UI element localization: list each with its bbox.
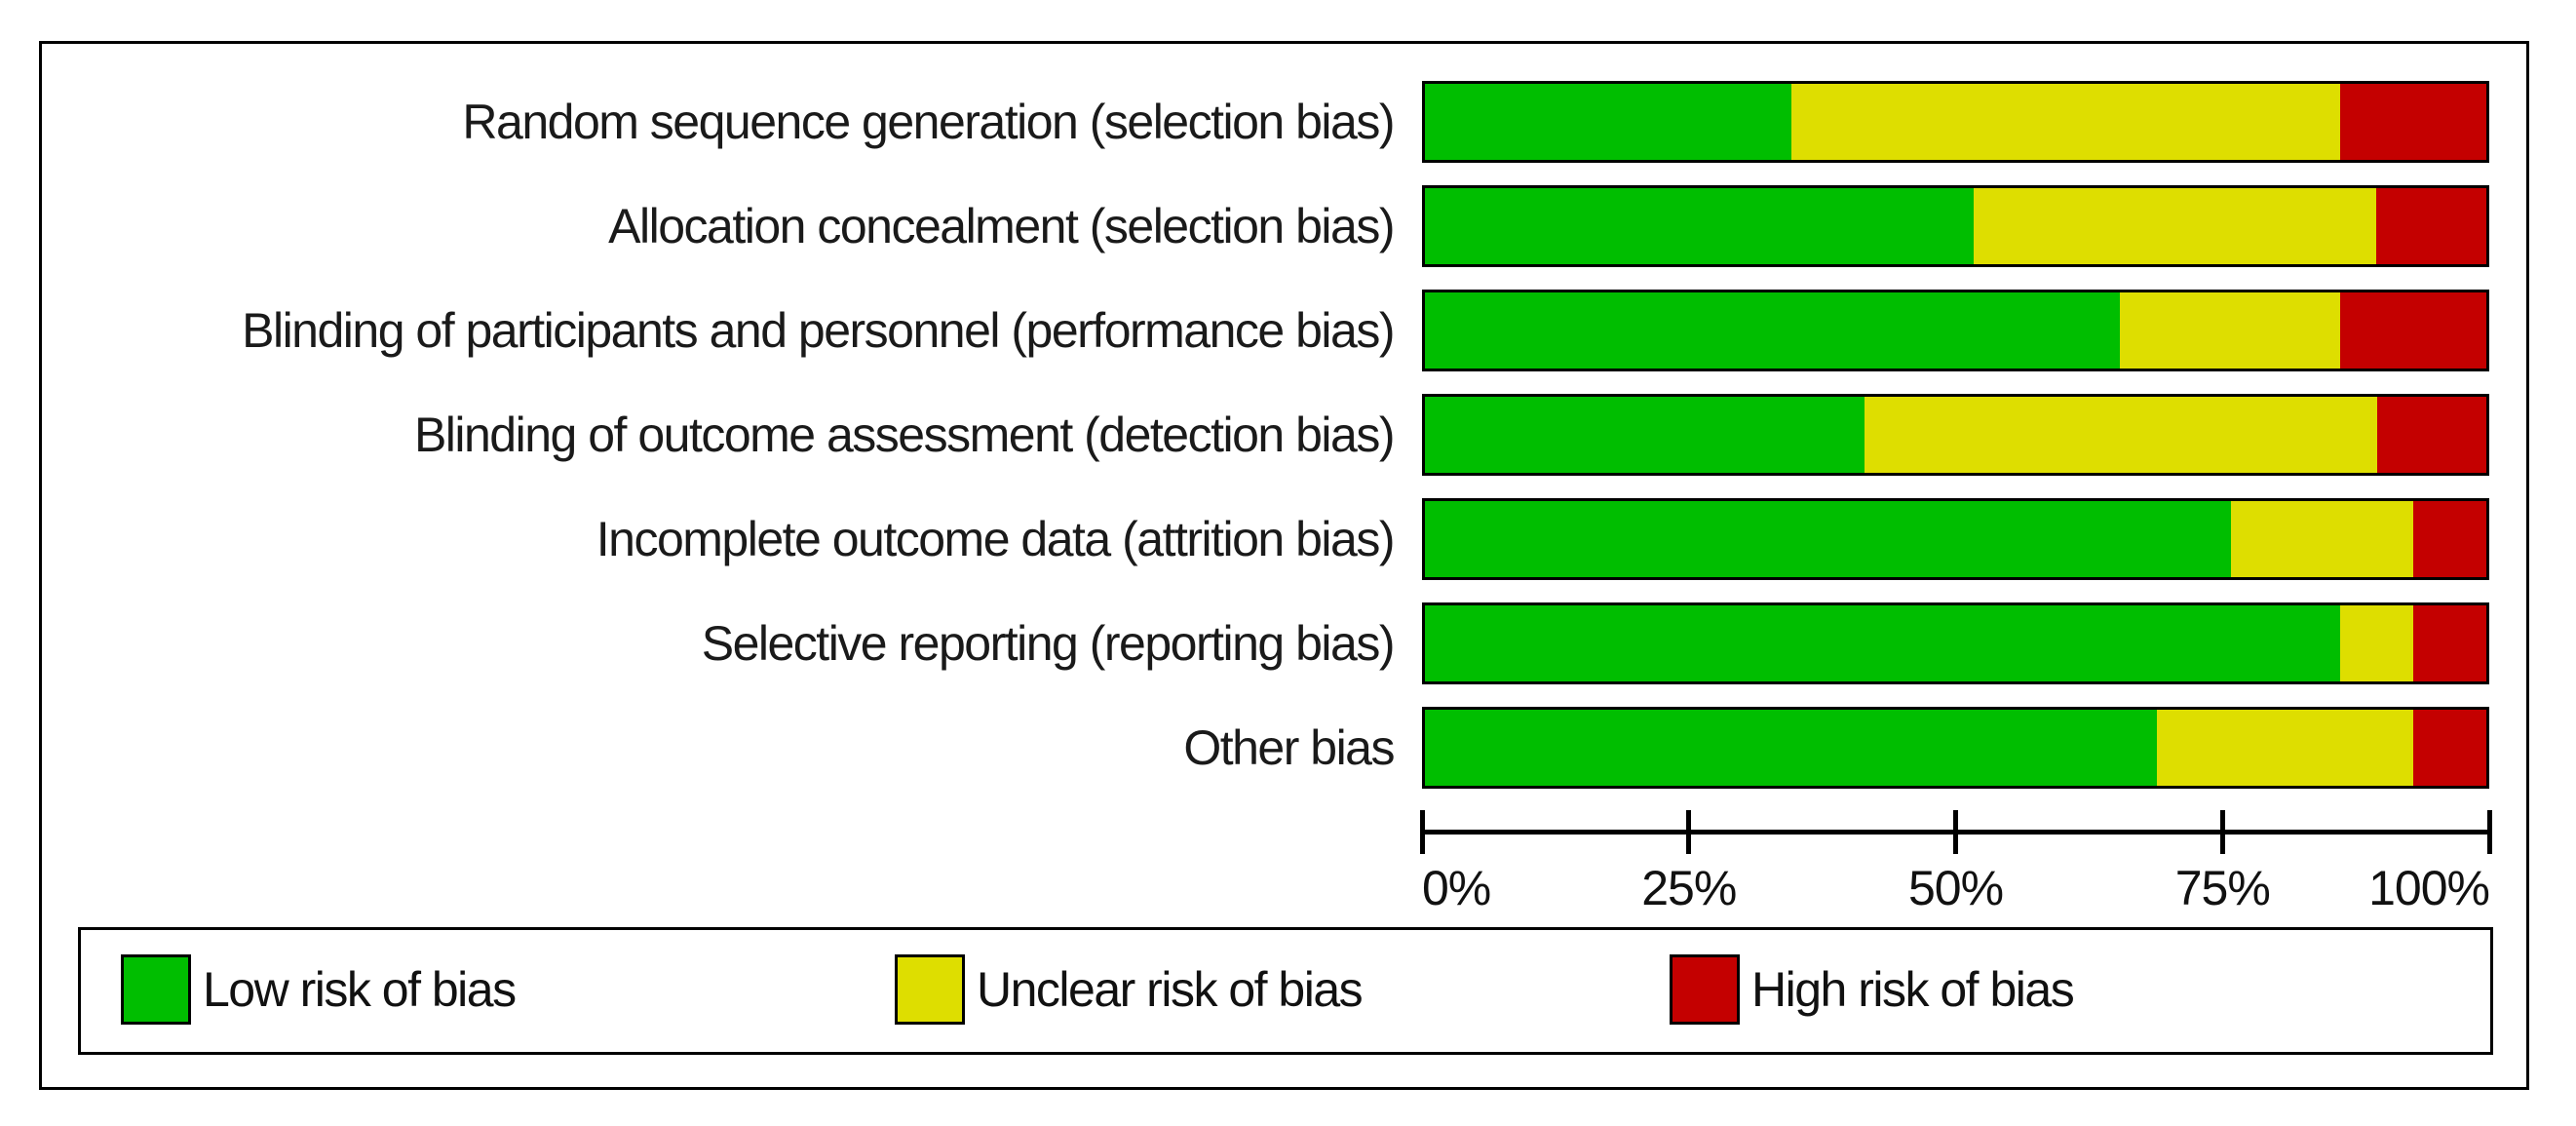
legend-label-low: Low risk of bias (203, 962, 517, 1017)
bar-segment-low (1425, 501, 2231, 577)
bar-segment-low (1425, 292, 2121, 369)
bar-segment-low (1425, 605, 2340, 681)
stacked-bar (1422, 394, 2489, 476)
bar-segment-unclear (2157, 710, 2413, 786)
stacked-bar (1422, 707, 2489, 789)
bar-segment-high (2412, 501, 2486, 577)
bar-segment-low (1425, 84, 1791, 160)
bar-segment-high (2375, 188, 2486, 264)
bar-segment-high (2339, 292, 2486, 369)
bar-segment-unclear (2120, 292, 2340, 369)
bar-segment-unclear (1974, 188, 2376, 264)
category-label: Blinding of participants and personnel (… (242, 303, 1395, 358)
bar-segment-low (1425, 188, 1974, 264)
bar-segment-high (2339, 84, 2486, 160)
x-axis-tick-label: 25% (1641, 861, 1737, 915)
bar-segment-high (2412, 710, 2486, 786)
x-axis-tick (2486, 810, 2492, 854)
x-axis-tick-label: 0% (1422, 861, 1491, 915)
legend-swatch-low (121, 954, 191, 1025)
x-axis-tick-label: 50% (1907, 861, 2004, 915)
bar-segment-low (1425, 710, 2158, 786)
stacked-bar (1422, 290, 2489, 371)
bar-segment-low (1425, 397, 1865, 473)
category-label: Allocation concealment (selection bias) (608, 199, 1395, 253)
x-axis-tick (1953, 810, 1958, 854)
bar-segment-high (2376, 397, 2486, 473)
category-label: Selective reporting (reporting bias) (701, 616, 1396, 671)
x-axis-tick (1686, 810, 1692, 854)
legend-label-high: High risk of bias (1751, 962, 2075, 1017)
legend-label-unclear: Unclear risk of bias (977, 962, 1364, 1017)
bar-segment-unclear (1790, 84, 2340, 160)
bar-segment-unclear (2230, 501, 2413, 577)
category-label: Incomplete outcome data (attrition bias) (596, 512, 1396, 566)
bar-segment-high (2412, 605, 2486, 681)
x-axis-tick-label: 100% (2368, 861, 2490, 915)
bar-segment-unclear (1864, 397, 2377, 473)
category-label: Random sequence generation (selection bi… (462, 95, 1395, 149)
bar-segment-unclear (2339, 605, 2413, 681)
stacked-bar (1422, 498, 2489, 580)
x-axis-tick (1419, 810, 1425, 854)
legend-swatch-unclear (895, 954, 965, 1025)
stacked-bar (1422, 602, 2489, 684)
x-axis-tick-label: 75% (2174, 861, 2271, 915)
legend-box (78, 927, 2493, 1055)
stacked-bar (1422, 185, 2489, 267)
stacked-bar (1422, 81, 2489, 163)
category-label: Other bias (1183, 720, 1395, 775)
category-label: Blinding of outcome assessment (detectio… (413, 408, 1396, 462)
x-axis-tick (2219, 810, 2225, 854)
legend-swatch-high (1670, 954, 1740, 1025)
